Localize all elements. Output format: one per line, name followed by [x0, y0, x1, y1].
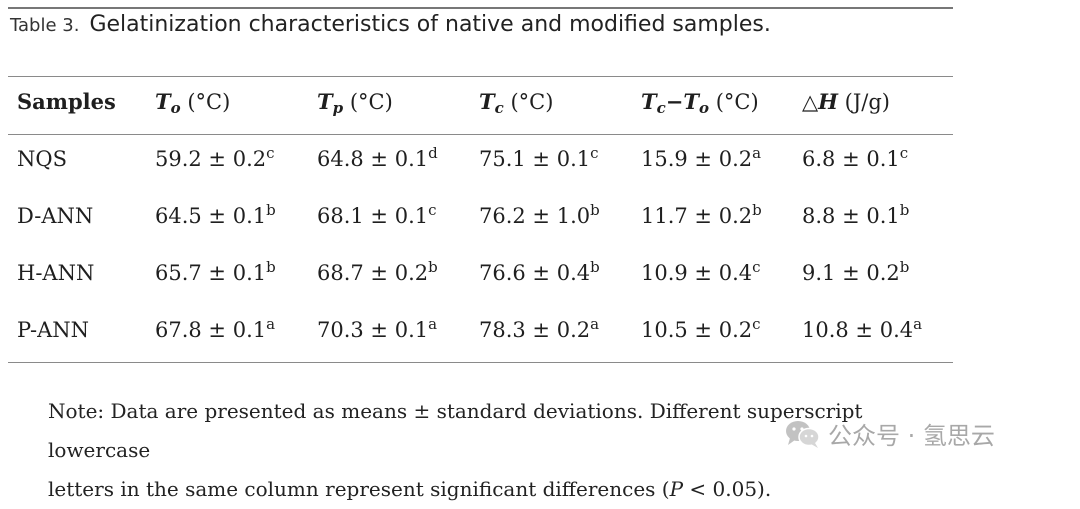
table-cell: 10.8 ± 0.4a [802, 315, 923, 343]
header-top-rule [8, 76, 953, 77]
table-row-sample: D-ANN [17, 204, 94, 228]
header-delta-h: △H (J/g) [802, 89, 890, 114]
caption-title: Gelatinization characteristics of native… [89, 12, 771, 37]
table-cell: 10.9 ± 0.4c [641, 258, 761, 286]
table-cell: 67.8 ± 0.1a [155, 315, 276, 343]
table-row-sample: H-ANN [17, 261, 95, 285]
table-cell: 75.1 ± 0.1c [479, 144, 599, 172]
note-line-1: Note: Data are presented as means ± stan… [48, 399, 863, 462]
table-row-sample: P-ANN [17, 318, 89, 342]
header-tp: Tp (°C) [317, 89, 393, 117]
header-to: To (°C) [155, 89, 231, 117]
table-cell: 8.8 ± 0.1b [802, 201, 910, 229]
header-bottom-rule [8, 134, 953, 135]
table-row-sample: NQS [17, 147, 67, 171]
table-cell: 76.2 ± 1.0b [479, 201, 600, 229]
watermark-text: 公众号 · 氢思云 [828, 422, 995, 450]
table-caption: Table 3. Gelatinization characteristics … [10, 12, 771, 37]
table-cell: 65.7 ± 0.1b [155, 258, 276, 286]
table-cell: 9.1 ± 0.2b [802, 258, 910, 286]
table-cell: 6.8 ± 0.1c [802, 144, 909, 172]
wechat-icon [784, 419, 822, 449]
table-cell: 64.8 ± 0.1d [317, 144, 438, 172]
note-line-2: letters in the same column represent sig… [48, 477, 772, 501]
table-bottom-rule [8, 362, 953, 363]
table-cell: 64.5 ± 0.1b [155, 201, 276, 229]
table-cell: 59.2 ± 0.2c [155, 144, 275, 172]
header-samples: Samples [17, 89, 116, 114]
table-cell: 78.3 ± 0.2a [479, 315, 600, 343]
caption-label: Table 3. [10, 15, 80, 36]
header-tc: Tc (°C) [479, 89, 554, 117]
table-cell: 68.1 ± 0.1c [317, 201, 437, 229]
header-tc-minus-to: Tc−To (°C) [641, 89, 759, 117]
table-cell: 70.3 ± 0.1a [317, 315, 438, 343]
table-cell: 76.6 ± 0.4b [479, 258, 600, 286]
top-rule [8, 7, 953, 9]
table-cell: 68.7 ± 0.2b [317, 258, 438, 286]
table-cell: 10.5 ± 0.2c [641, 315, 761, 343]
watermark: 公众号 · 氢思云 [784, 416, 995, 451]
table-cell: 15.9 ± 0.2a [641, 144, 762, 172]
table-cell: 11.7 ± 0.2b [641, 201, 762, 229]
